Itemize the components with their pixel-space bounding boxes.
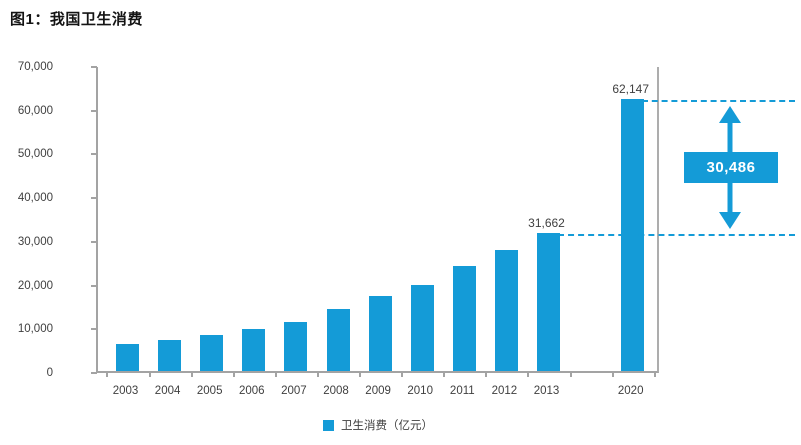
bar-2008 xyxy=(326,309,350,371)
bar-2012 xyxy=(494,249,518,371)
y-axis-tick xyxy=(91,284,97,287)
x-axis-tick xyxy=(527,373,530,377)
bar-2003 xyxy=(116,343,139,371)
x-axis-tick xyxy=(148,373,151,377)
x-axis-tick xyxy=(443,373,446,377)
bar-2010 xyxy=(410,284,434,371)
bar-2004 xyxy=(158,339,182,371)
x-axis-tick xyxy=(359,373,362,377)
x-axis-tick xyxy=(232,373,235,377)
data-label-2013: 31,662 xyxy=(528,215,565,230)
legend-label: 卫生消费（亿元） xyxy=(341,420,433,432)
figure-title: 图1：我国卫生消费 xyxy=(10,11,143,28)
y-axis-label: 70,000 xyxy=(17,61,53,73)
bar-2013 xyxy=(537,232,560,371)
bar-2007 xyxy=(284,322,308,371)
bar-2009 xyxy=(368,296,392,371)
y-axis-label: 50,000 xyxy=(17,148,53,161)
x-axis-label-2005: 2005 xyxy=(196,385,223,397)
x-axis-label-2009: 2009 xyxy=(365,385,391,397)
y-axis-label: 20,000 xyxy=(17,279,53,292)
y-axis-tick xyxy=(91,372,97,374)
bar-2011 xyxy=(452,266,476,371)
y-axis-tick xyxy=(91,240,97,243)
x-axis-label-2007: 2007 xyxy=(281,385,307,397)
x-axis-tick xyxy=(316,373,319,377)
y-axis-tick xyxy=(91,328,97,331)
y-axis-tick xyxy=(91,153,97,156)
x-axis-tick xyxy=(611,373,614,377)
x-axis-tick xyxy=(485,373,488,377)
x-axis-label-2010: 2010 xyxy=(407,385,433,397)
y-axis-tick xyxy=(91,66,97,68)
x-axis-label-2003: 2003 xyxy=(112,385,139,397)
x-axis-tick xyxy=(401,373,404,377)
x-axis-tick xyxy=(653,373,656,377)
y-axis-tick xyxy=(91,109,97,112)
bar-2005 xyxy=(200,334,224,371)
y-axis-label: 40,000 xyxy=(17,192,53,205)
x-axis-label-2004: 2004 xyxy=(154,385,181,397)
x-axis-label-2008: 2008 xyxy=(323,385,349,397)
y-axis-label: 10,000 xyxy=(17,323,53,336)
x-axis-label-2011: 2011 xyxy=(449,385,475,397)
x-axis-tick xyxy=(106,373,109,377)
x-axis-tick xyxy=(190,373,193,377)
y-axis-label: 60,000 xyxy=(17,104,53,117)
x-axis-label-2013: 2013 xyxy=(533,385,560,397)
bar-2006 xyxy=(242,329,266,371)
x-axis-tick xyxy=(274,373,277,377)
x-axis-label-2020: 2020 xyxy=(617,385,644,397)
difference-value-badge: 30,486 xyxy=(684,152,778,184)
x-axis-tick xyxy=(569,373,572,377)
legend: 卫生消费（亿元） xyxy=(97,417,659,433)
y-axis-label: 30,000 xyxy=(17,235,53,248)
data-label-2020: 62,147 xyxy=(612,82,650,97)
x-axis-label-2006: 2006 xyxy=(239,385,265,397)
legend-swatch-icon xyxy=(323,419,334,431)
y-axis-tick xyxy=(91,197,97,200)
reference-line-top xyxy=(642,100,795,103)
reference-line-bottom xyxy=(558,233,795,236)
plot-area xyxy=(91,66,659,377)
y-axis-label: 0 xyxy=(46,367,53,379)
x-axis-label-2012: 2012 xyxy=(491,385,518,397)
